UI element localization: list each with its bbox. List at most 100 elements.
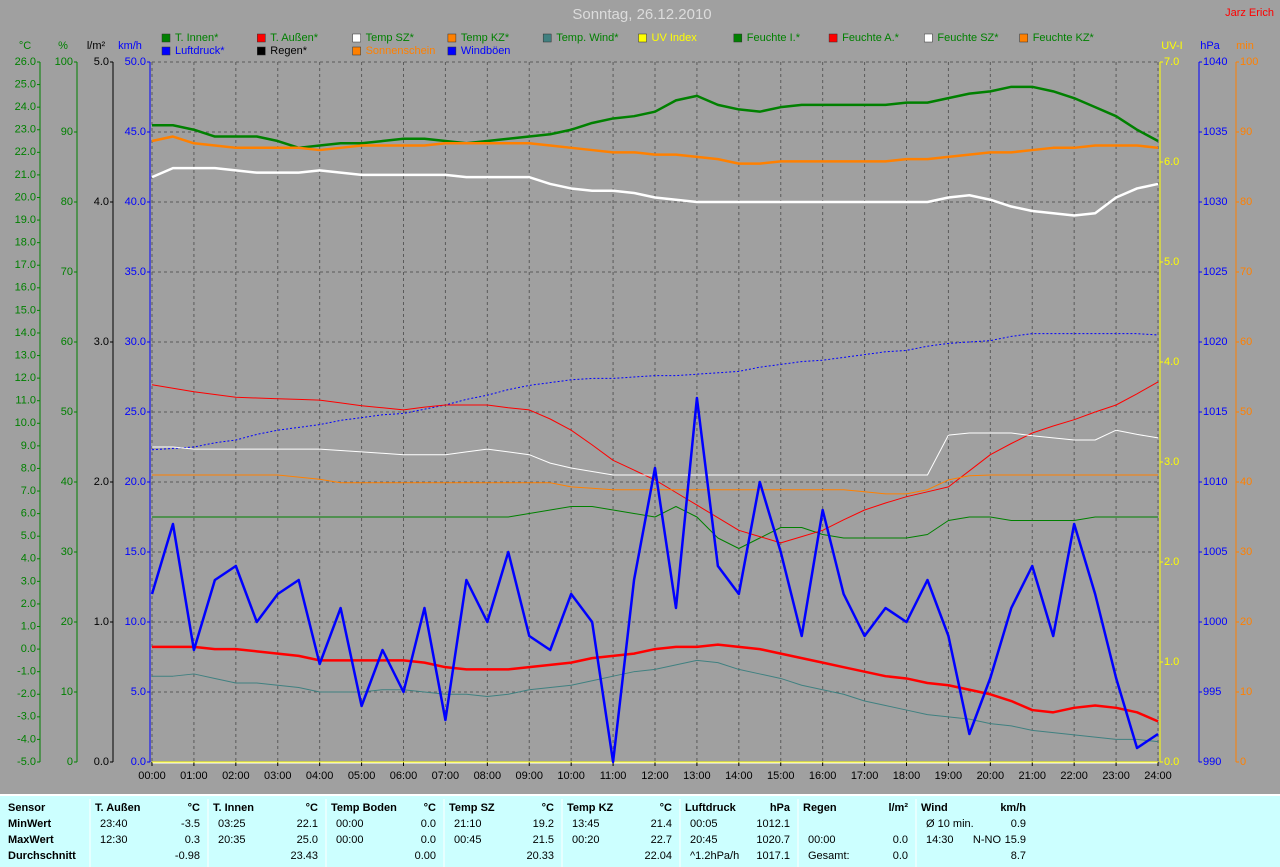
y-tick-label: 15.0: [15, 304, 36, 316]
y-tick-label: 5.0: [131, 686, 146, 698]
legend-swatch: [161, 33, 171, 43]
y-tick-label: -3.0: [17, 711, 36, 723]
y-tick-label: 1.0: [1164, 656, 1179, 668]
axis-unit: km/h: [118, 40, 142, 52]
x-tick-label: 21:00: [1018, 770, 1046, 782]
stat-cell: 21.4: [651, 818, 672, 830]
y-tick-label: 10: [1240, 686, 1252, 698]
stat-cell: 00:45: [454, 834, 482, 846]
author: Jarz Erich: [1225, 7, 1274, 19]
row-label: MinWert: [8, 818, 52, 830]
group-name: Luftdruck: [685, 802, 737, 814]
y-tick-label: 2.0: [1164, 556, 1179, 568]
y-tick-label: 5.0: [1164, 256, 1179, 268]
y-tick-label: -5.0: [17, 756, 36, 768]
y-tick-label: 5.0: [21, 530, 36, 542]
x-tick-label: 03:00: [264, 770, 292, 782]
y-tick-label: 30: [61, 546, 73, 558]
stat-cell: ^1.2hPa/h: [690, 850, 739, 862]
y-tick-label: 1015: [1203, 406, 1227, 418]
y-tick-label: 80: [61, 196, 73, 208]
y-tick-label: 1040: [1203, 56, 1227, 68]
stats-panel: [0, 795, 1280, 867]
stat-cell: 8.7: [1011, 850, 1026, 862]
x-tick-label: 23:00: [1102, 770, 1130, 782]
x-tick-label: 00:00: [138, 770, 166, 782]
y-tick-label: 2.0: [21, 598, 36, 610]
y-tick-label: 995: [1203, 686, 1221, 698]
series-line: [152, 85, 1159, 150]
y-tick-label: 0.0: [1164, 756, 1179, 768]
legend-swatch: [733, 33, 743, 43]
stats-table: Sensor MinWert MaxWert Durchschnitt T. Außen…: [8, 799, 1026, 867]
group-unit: l/m²: [888, 802, 908, 814]
y-tick-label: 5.0: [94, 56, 109, 68]
x-tick-label: 06:00: [390, 770, 418, 782]
y-tick-label: 45.0: [125, 126, 146, 138]
stat-cell: 23:40: [100, 818, 128, 830]
y-tick-label: 13.0: [15, 349, 36, 361]
y-tick-label: 100: [55, 56, 73, 68]
group-unit: °C: [542, 802, 554, 814]
y-tick-label: 15.0: [125, 546, 146, 558]
y-tick-label: 0: [1240, 756, 1246, 768]
group-name: Temp SZ: [449, 802, 495, 814]
legend-swatch: [161, 46, 171, 56]
legend-label: T. Außen*: [270, 32, 318, 44]
x-tick-label: 09:00: [515, 770, 543, 782]
stat-cell: 20.33: [526, 850, 554, 862]
x-tick-label: 07:00: [432, 770, 460, 782]
y-tick-label: 990: [1203, 756, 1221, 768]
y-tick-label: 40: [1240, 476, 1252, 488]
stat-cell: 0.0: [421, 834, 436, 846]
y-tick-label: 1000: [1203, 616, 1227, 628]
y-tick-label: 4.0: [1164, 356, 1179, 368]
y-tick-label: 0: [67, 756, 73, 768]
y-tick-label: 90: [61, 126, 73, 138]
x-tick-label: 18:00: [893, 770, 921, 782]
y-tick-label: 20.0: [125, 476, 146, 488]
stat-cell: 19.2: [533, 818, 554, 830]
series-line: [151, 166, 1159, 217]
x-tick-label: 10:00: [557, 770, 585, 782]
y-tick-label: -1.0: [17, 666, 36, 678]
x-tick-label: 08:00: [474, 770, 502, 782]
y-tick-label: 100: [1240, 56, 1258, 68]
row-label: Sensor: [8, 802, 46, 814]
legend-label: Luftdruck*: [175, 45, 225, 57]
stat-cell: 23.43: [290, 850, 318, 862]
y-tick-label: 1025: [1203, 266, 1227, 278]
legend-label: Sonnenschein: [366, 45, 436, 57]
y-tick-label: 35.0: [125, 266, 146, 278]
stat-cell: 00:05: [690, 818, 718, 830]
y-tick-label: 6.0: [1164, 156, 1179, 168]
group-unit: °C: [424, 802, 436, 814]
stat-cell: 14:30: [926, 834, 954, 846]
y-tick-label: 26.0: [15, 56, 36, 68]
stat-cell: 13:45: [572, 818, 600, 830]
y-tick-label: 60: [1240, 336, 1252, 348]
stat-cell: 0.0: [893, 850, 908, 862]
legend-swatch: [447, 33, 457, 43]
y-tick-label: 25.0: [15, 78, 36, 90]
y-tick-label: 10: [61, 686, 73, 698]
y-tick-label: 19.0: [15, 214, 36, 226]
y-tick-label: 90: [1240, 126, 1252, 138]
series-line: [152, 659, 1159, 743]
y-tick-label: 7.0: [1164, 56, 1179, 68]
chart-title: Sonntag, 26.12.2010: [572, 6, 711, 23]
x-tick-label: 13:00: [683, 770, 711, 782]
stat-cell: 0.0: [893, 834, 908, 846]
y-tick-label: 80: [1240, 196, 1252, 208]
grid: [151, 61, 1159, 764]
y-tick-label: 1005: [1203, 546, 1227, 558]
y-tick-label: 9.0: [21, 440, 36, 452]
series-line: [151, 381, 1159, 544]
group-name: Wind: [921, 802, 948, 814]
x-tick-label: 12:00: [641, 770, 669, 782]
y-tick-label: 20: [61, 616, 73, 628]
legend-label: Feuchte SZ*: [937, 32, 999, 44]
series-line: [152, 474, 1158, 495]
legend-label: Feuchte I.*: [747, 32, 801, 44]
